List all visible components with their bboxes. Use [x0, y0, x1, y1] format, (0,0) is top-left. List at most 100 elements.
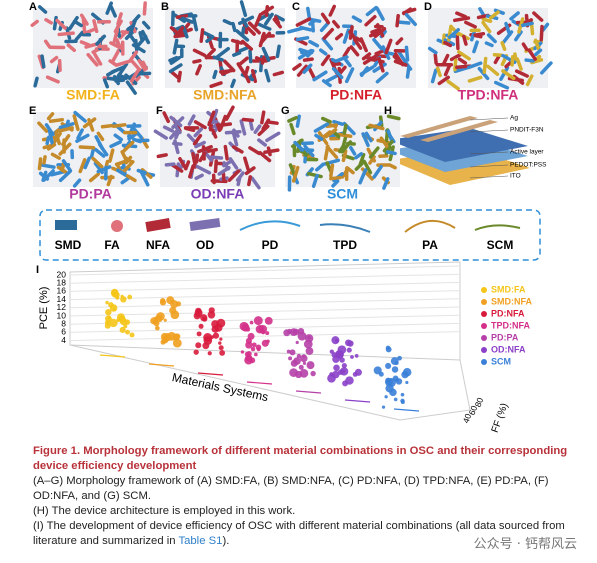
panel-label: SMD:NFA — [193, 87, 257, 103]
rod — [46, 112, 55, 121]
grid-line — [69, 273, 461, 284]
caption-title: Figure 1. Morphology framework of differ… — [33, 445, 568, 472]
rod — [260, 5, 275, 16]
floor-trace — [295, 390, 322, 394]
rod — [334, 55, 349, 63]
panel-label: PD:PA — [69, 186, 112, 202]
rod — [103, 78, 110, 89]
rod — [212, 55, 224, 62]
rod — [55, 18, 67, 30]
rod — [405, 65, 411, 79]
rod — [95, 34, 107, 46]
scatter-dot — [104, 322, 111, 329]
rod — [125, 174, 137, 183]
rod — [172, 38, 179, 55]
rod — [302, 63, 313, 74]
rod — [332, 119, 345, 126]
rod — [287, 115, 298, 123]
scatter-dot — [198, 323, 204, 329]
rod — [113, 133, 124, 142]
rod — [142, 1, 147, 16]
rod — [199, 28, 205, 43]
rod — [334, 32, 344, 41]
rod — [319, 48, 328, 56]
scatter-dot — [289, 349, 296, 356]
rod — [385, 150, 397, 156]
rod — [224, 105, 235, 121]
rod — [486, 33, 497, 44]
rod — [449, 52, 464, 62]
rod — [402, 7, 413, 16]
legend-marker — [481, 359, 487, 365]
rod — [272, 70, 285, 77]
rod — [455, 11, 468, 19]
rod — [192, 58, 202, 64]
rod — [473, 31, 486, 37]
rod — [368, 123, 385, 131]
scatter-dot — [300, 354, 308, 363]
panel-letter: H — [384, 105, 392, 117]
scatter-dot — [219, 350, 226, 356]
rod — [230, 78, 236, 89]
rod — [359, 65, 375, 76]
scatter-dot — [203, 336, 213, 345]
scatter-dot — [304, 334, 314, 343]
rod — [105, 1, 113, 15]
rod — [433, 53, 438, 65]
rod — [237, 15, 255, 26]
rod — [136, 168, 147, 175]
rod — [192, 16, 199, 32]
scatter-dot — [297, 331, 307, 341]
scatter-dot — [154, 325, 160, 331]
rod — [83, 156, 91, 170]
scatter-dot — [385, 362, 392, 369]
rod — [170, 70, 180, 80]
panel-letter: D — [424, 1, 432, 13]
scatter-dot — [129, 332, 135, 338]
scatter-dot — [352, 371, 358, 377]
rod — [340, 140, 353, 154]
rod — [517, 17, 525, 34]
legend-item: PD — [262, 238, 279, 252]
rod — [248, 119, 254, 131]
rod — [293, 140, 305, 152]
rod — [169, 129, 179, 140]
legend-label: SMD:NFA — [491, 296, 532, 306]
scatter-dot — [207, 351, 212, 356]
rod — [435, 66, 442, 78]
rod — [342, 28, 351, 44]
rod — [375, 6, 385, 21]
rod — [386, 114, 401, 121]
rod — [532, 11, 544, 22]
scatter-dot — [384, 395, 388, 399]
y-axis-label: PCE (%) — [38, 287, 50, 330]
rod — [198, 151, 207, 163]
rod — [332, 19, 340, 29]
rod — [211, 108, 219, 123]
scatter-dot — [105, 315, 112, 323]
scatter-dot — [193, 349, 199, 355]
rod — [317, 131, 329, 146]
table-link[interactable]: Table S1 — [178, 535, 223, 547]
rod — [111, 123, 127, 128]
rod — [222, 19, 233, 26]
scatter-dot — [249, 320, 254, 325]
rod — [312, 70, 328, 82]
rod — [329, 163, 335, 178]
rod — [109, 5, 117, 18]
rod — [193, 127, 204, 138]
scatter-dot — [108, 302, 114, 308]
rod — [430, 68, 438, 84]
rod — [266, 146, 272, 157]
rod — [322, 27, 335, 40]
scatter-dot — [208, 307, 215, 314]
leader — [469, 129, 509, 133]
rod — [525, 74, 534, 87]
rod — [353, 38, 363, 50]
scatter-dot — [305, 347, 314, 355]
scatter-dot — [116, 317, 121, 322]
rod — [521, 42, 529, 52]
rod — [541, 22, 550, 32]
rod — [514, 69, 529, 78]
scatter-dot — [245, 341, 253, 349]
